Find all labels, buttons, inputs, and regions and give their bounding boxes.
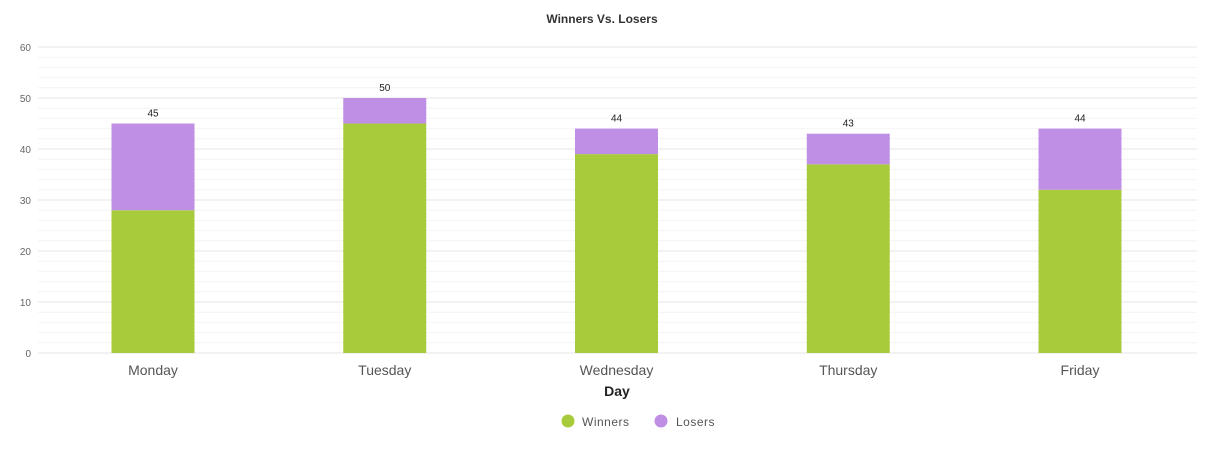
y-tick-label: 40: [20, 145, 32, 156]
legend-marker: [654, 414, 668, 428]
total-label: 43: [843, 119, 855, 130]
total-label: 44: [611, 114, 623, 125]
y-tick-label: 20: [20, 247, 32, 258]
total-label: 50: [379, 83, 391, 94]
total-labels: 45 50 44 43 44: [147, 83, 1086, 130]
bar-losers-tuesday[interactable]: [343, 98, 427, 124]
legend-label: Losers: [676, 415, 715, 429]
y-axis-ticks: 0 10 20 30 40 50 60: [20, 43, 32, 360]
y-tick-label: 60: [20, 43, 32, 54]
legend[interactable]: Winners Losers: [561, 414, 716, 430]
x-tick-label: Monday: [128, 362, 178, 378]
chart-title: Winners Vs. Losers: [546, 12, 658, 26]
legend-item-losers[interactable]: Losers: [654, 414, 716, 430]
bar-winners-monday[interactable]: [111, 210, 195, 353]
y-tick-label: 0: [25, 349, 31, 360]
legend-label: Winners: [582, 415, 630, 429]
bar-winners-wednesday[interactable]: [575, 154, 658, 353]
y-tick-label: 30: [20, 196, 32, 207]
x-tick-label: Tuesday: [358, 362, 411, 378]
total-label: 44: [1074, 114, 1086, 125]
x-axis-ticks: Monday Tuesday Wednesday Thursday Friday: [128, 362, 1099, 378]
x-tick-label: Friday: [1061, 362, 1100, 378]
y-tick-label: 50: [20, 94, 32, 105]
y-tick-label: 10: [20, 298, 32, 309]
x-axis-label: Day: [604, 383, 630, 399]
x-tick-label: Wednesday: [580, 362, 654, 378]
bar-winners-thursday[interactable]: [806, 164, 890, 353]
bar-losers-friday[interactable]: [1038, 128, 1122, 190]
bars: [111, 98, 1122, 354]
bar-losers-wednesday[interactable]: [575, 128, 658, 155]
bar-losers-monday[interactable]: [111, 123, 195, 211]
bar-losers-thursday[interactable]: [806, 133, 890, 165]
bar-winners-friday[interactable]: [1038, 189, 1122, 353]
legend-item-winners[interactable]: Winners: [561, 414, 630, 430]
legend-marker: [561, 414, 575, 428]
bar-winners-tuesday[interactable]: [343, 123, 427, 354]
total-label: 45: [147, 109, 159, 120]
x-tick-label: Thursday: [819, 362, 877, 378]
